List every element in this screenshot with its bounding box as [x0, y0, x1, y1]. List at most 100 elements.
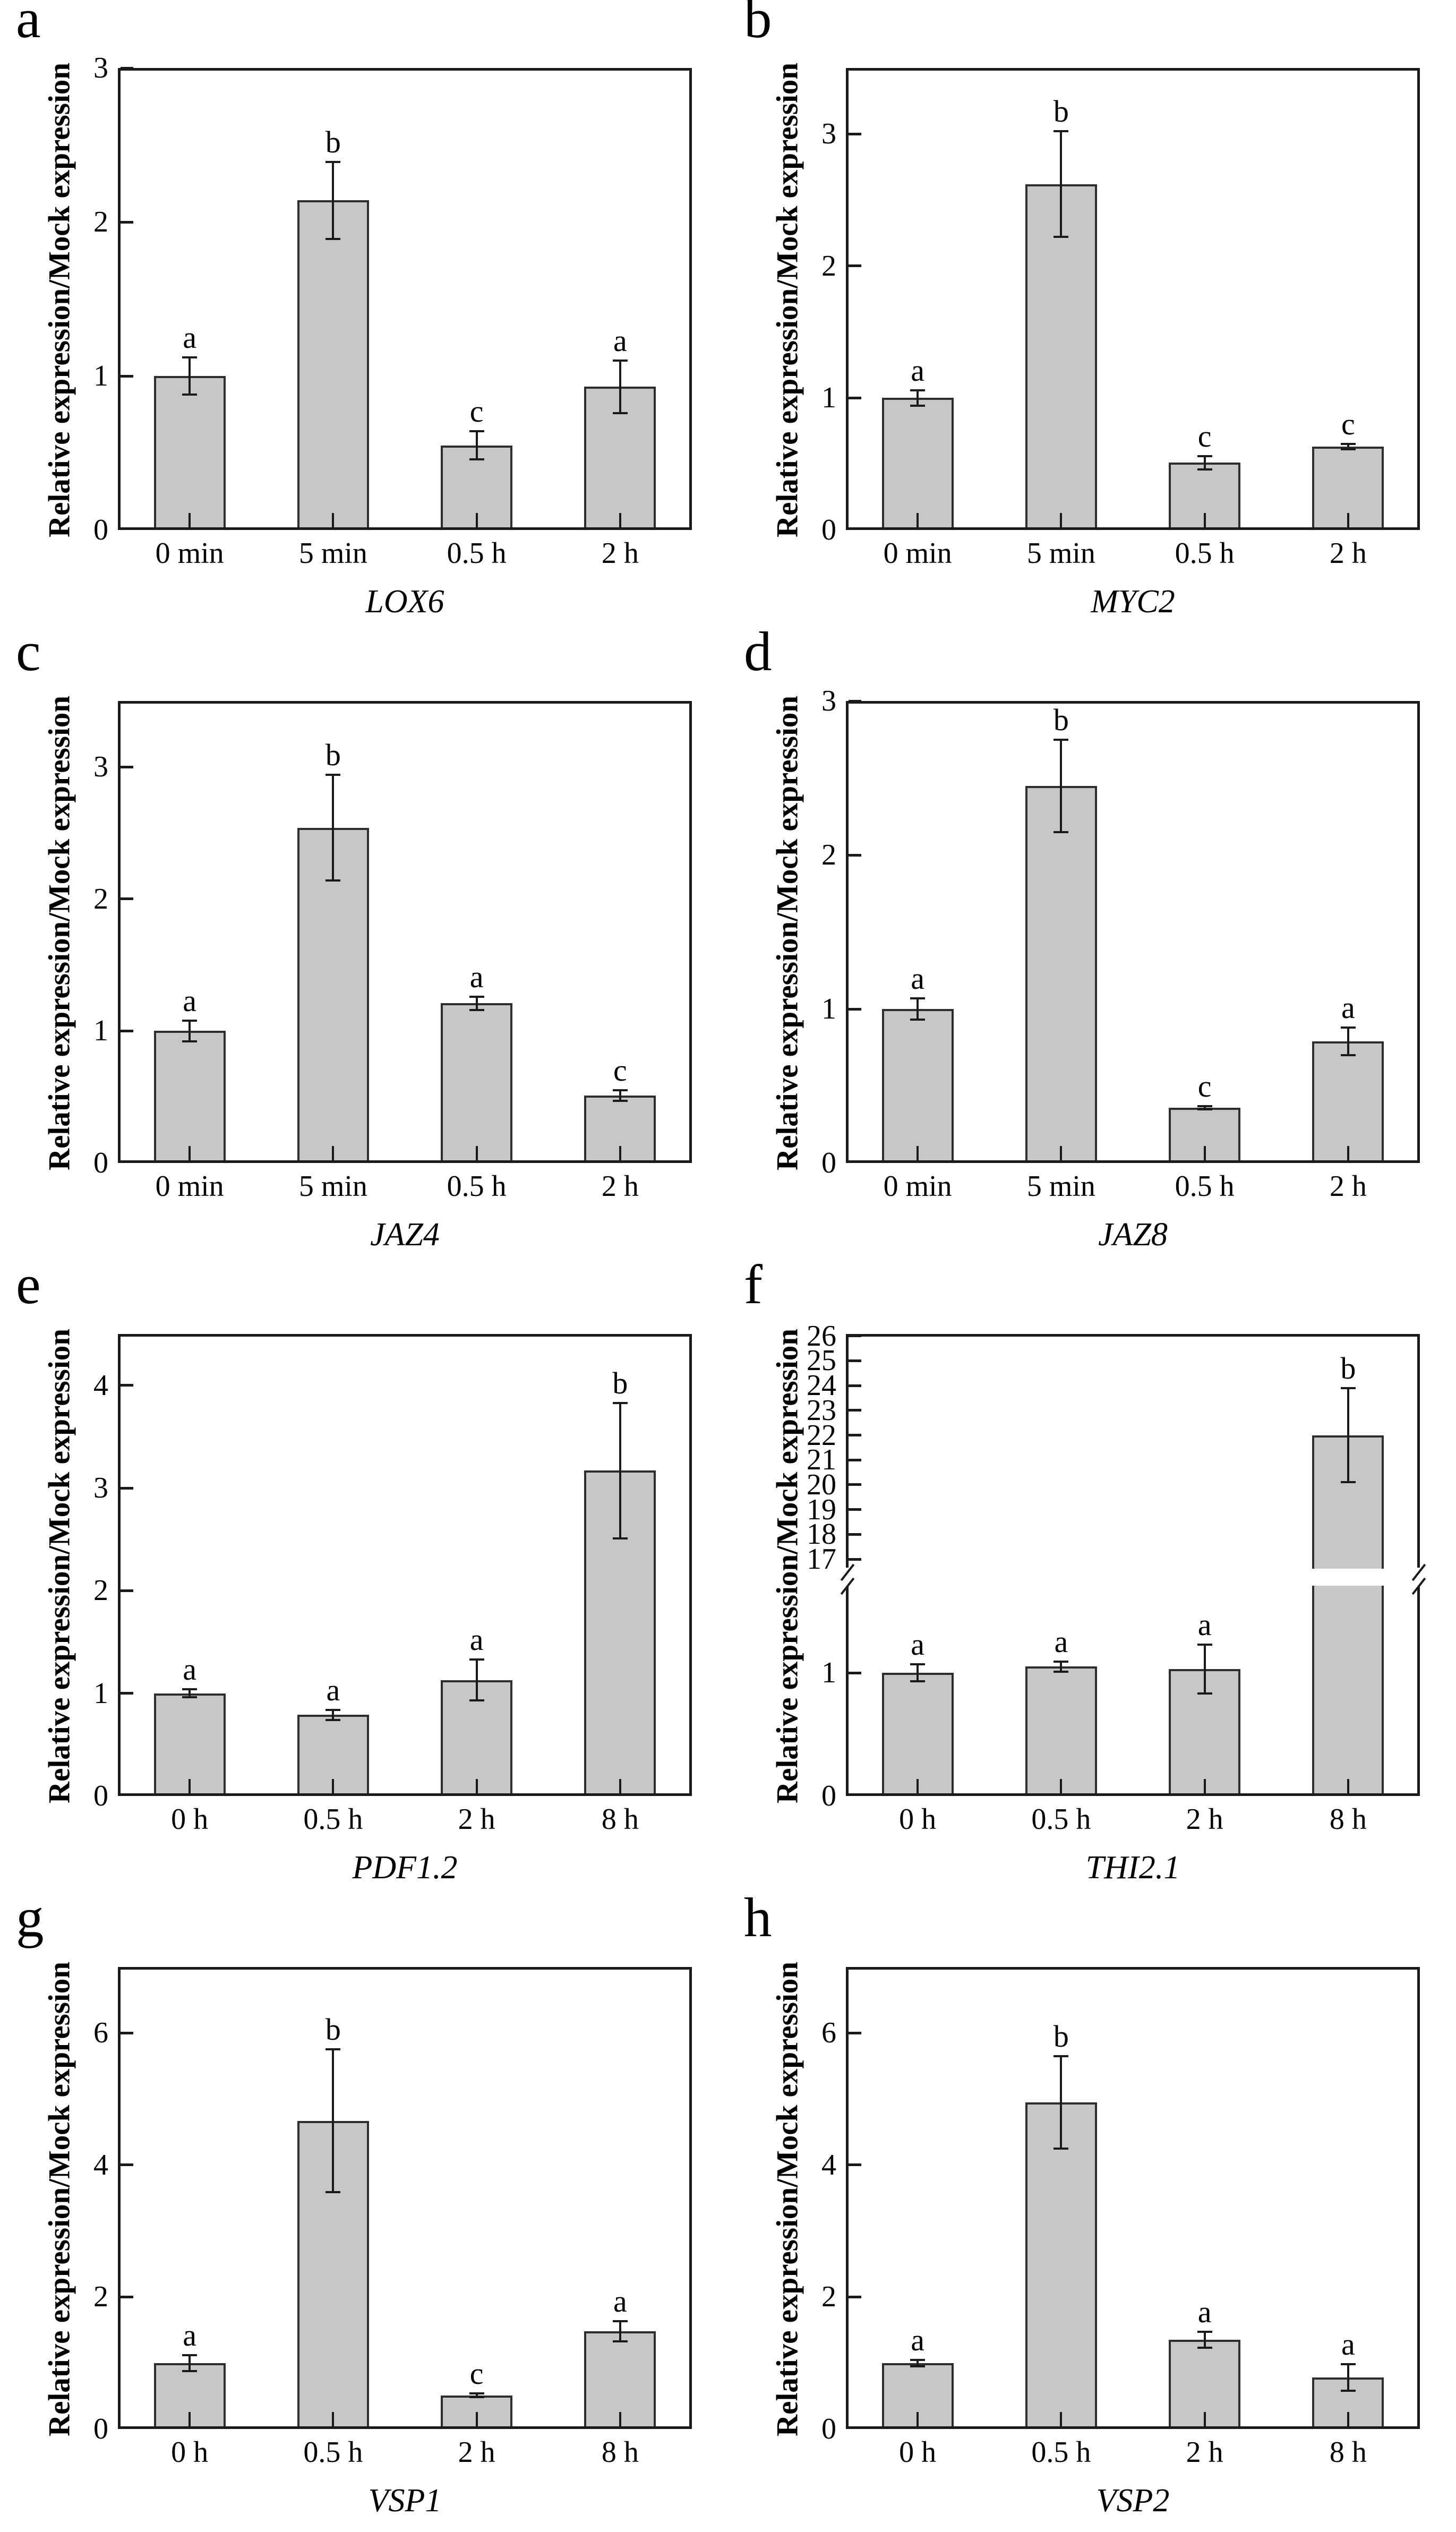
y-tick-label: 4: [821, 2148, 836, 2182]
y-tick-label: 2: [821, 839, 836, 871]
y-tick: [849, 1558, 861, 1561]
error-cap: [1054, 236, 1069, 238]
error-cap: [910, 2358, 926, 2361]
sig-letter: b: [1340, 1350, 1356, 1385]
y-tick-label: 1: [821, 993, 836, 1025]
sig-letter: b: [1053, 702, 1069, 737]
y-tick-label: 25: [807, 1344, 836, 1378]
x-tick-label: 2 h: [458, 1803, 495, 1836]
error-cap: [326, 879, 341, 882]
x-tick-label: 0 h: [171, 1803, 209, 1836]
y-tick: [849, 1533, 861, 1536]
x-tick: [1060, 1146, 1063, 1160]
error-bar: [917, 2359, 919, 2366]
sig-letter: c: [469, 394, 484, 429]
error-bar: [475, 1659, 478, 1701]
y-tick-label: 26: [807, 1319, 836, 1353]
error-cap: [1197, 1105, 1212, 1107]
bar: [584, 387, 656, 530]
x-tick-label: 0.5 h: [1031, 1803, 1091, 1836]
error-cap: [1340, 1054, 1356, 1056]
x-tick-label: 0 min: [155, 1170, 224, 1203]
y-tick-label: 2: [821, 2280, 836, 2314]
error-cap: [469, 430, 484, 433]
bar: [441, 1003, 513, 1163]
error-cap: [1054, 1661, 1069, 1663]
panel-letter: b: [744, 0, 772, 49]
error-cap: [469, 1658, 484, 1661]
y-tick-label: 18: [807, 1518, 836, 1551]
error-cap: [612, 1401, 628, 1404]
error-cap: [1197, 1643, 1212, 1646]
y-tick: [121, 66, 133, 70]
y-tick-label: 6: [821, 2016, 836, 2050]
plot-area: 0 2 4 6 0 h 0.5 h 2 h 8 h a b c a: [0, 1899, 728, 2532]
error-cap: [910, 1663, 926, 1665]
y-tick: [849, 1409, 861, 1412]
x-tick: [619, 1779, 621, 1793]
sig-letter: a: [911, 961, 924, 996]
error-bar: [1203, 456, 1206, 469]
error-cap: [1340, 443, 1356, 446]
error-bar: [619, 2321, 621, 2341]
plot-frame: [846, 68, 1420, 530]
error-bar: [1347, 1027, 1349, 1055]
x-tick: [189, 513, 191, 527]
error-bar: [1203, 2332, 1206, 2348]
x-tick: [189, 2412, 191, 2426]
y-tick: [121, 765, 133, 768]
plot-area: 0 1 2 3 0 min 5 min 0.5 h 2 h a b c a: [0, 0, 728, 633]
error-cap: [612, 1089, 628, 1092]
plot-frame: [118, 1967, 692, 2429]
y-tick-label: 0: [93, 1147, 108, 1179]
error-bar: [1060, 1662, 1063, 1672]
bar: [153, 1031, 226, 1163]
sig-letter: a: [326, 1672, 340, 1707]
x-tick-label: 0 h: [899, 2436, 937, 2469]
x-tick: [1203, 1779, 1206, 1793]
error-cap: [469, 995, 484, 998]
error-cap: [1197, 1692, 1212, 1695]
plot-frame: [118, 701, 692, 1163]
error-bar: [475, 996, 478, 1010]
x-tick: [1203, 513, 1206, 527]
y-tick: [849, 1007, 861, 1011]
y-tick-label: 3: [93, 1472, 108, 1504]
sig-letter: b: [1053, 2018, 1069, 2054]
error-cap: [326, 774, 341, 776]
error-cap: [1054, 2147, 1069, 2150]
plot-area: 0 1 2 3 4 0 h 0.5 h 2 h 8 h a a a b: [0, 1266, 728, 1899]
error-bar: [917, 998, 919, 1020]
x-tick-label: 0 h: [171, 2436, 209, 2469]
plot-frame: [846, 701, 1420, 1163]
x-tick: [917, 513, 919, 527]
y-tick: [121, 1486, 133, 1490]
y-tick: [849, 1508, 861, 1511]
error-cap: [1054, 738, 1069, 741]
x-tick: [1060, 513, 1063, 527]
error-bar: [1060, 739, 1063, 832]
y-tick-label: 3: [821, 117, 836, 151]
y-tick: [849, 1671, 861, 1674]
y-tick-label: 1: [821, 381, 836, 415]
x-tick-label: 0.5 h: [1031, 2436, 1091, 2469]
error-bar: [917, 1664, 919, 1682]
y-tick: [849, 2163, 861, 2167]
error-cap: [1197, 2347, 1212, 2349]
y-tick-label: 2: [93, 1574, 108, 1607]
sig-letter: a: [1197, 2295, 1212, 2330]
y-tick: [121, 2295, 133, 2298]
bar: [1025, 785, 1097, 1163]
x-tick: [475, 2412, 478, 2426]
error-cap: [326, 1708, 341, 1711]
error-bar: [332, 161, 335, 239]
error-cap: [326, 160, 341, 163]
y-tick-label: 0: [821, 514, 836, 546]
error-cap: [1197, 2331, 1212, 2333]
x-tick-label: 0.5 h: [1175, 1170, 1235, 1203]
x-tick: [1060, 1779, 1063, 1793]
panel-letter: f: [744, 1253, 763, 1315]
y-tick: [121, 2031, 133, 2034]
